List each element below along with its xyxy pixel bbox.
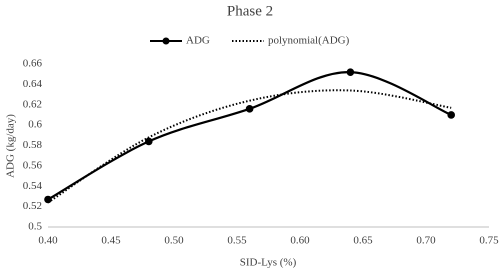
- y-axis-label: ADG (kg/day): [5, 114, 17, 178]
- x-tick-label: 0.65: [353, 235, 373, 247]
- y-tick-label: 0.52: [23, 200, 42, 212]
- y-tick-label: 0.58: [23, 139, 43, 151]
- series-line: [47, 89, 452, 204]
- y-tick-label: 0.64: [23, 78, 43, 90]
- data-point: [346, 68, 355, 76]
- y-tick-label: 0.6: [28, 119, 42, 131]
- y-tick-label: 0.54: [23, 180, 43, 192]
- x-axis-label: SID-Lys (%): [240, 257, 297, 269]
- x-tick-label: 0.60: [290, 235, 310, 247]
- x-tick-label: 0.55: [227, 235, 247, 247]
- chart-title: Phase 2: [227, 3, 273, 19]
- x-tick-label: 0.75: [479, 235, 499, 247]
- series-line: [47, 71, 452, 201]
- data-point: [44, 195, 52, 204]
- y-tick-label: 0.56: [23, 159, 43, 171]
- data-point: [245, 105, 254, 113]
- data-point: [145, 137, 153, 146]
- y-tick-label: 0.66: [23, 58, 43, 70]
- x-tick-label: 0.50: [164, 235, 184, 247]
- y-tick-label: 0.5: [28, 221, 42, 233]
- legend-label: ADG: [186, 35, 210, 47]
- x-tick-label: 0.40: [38, 235, 58, 247]
- x-tick-label: 0.45: [101, 235, 121, 247]
- data-point: [447, 111, 456, 119]
- legend-marker: [162, 37, 170, 45]
- y-tick-label: 0.62: [23, 98, 42, 110]
- legend-label: polynomial(ADG): [268, 35, 350, 47]
- x-tick-label: 0.70: [416, 235, 436, 247]
